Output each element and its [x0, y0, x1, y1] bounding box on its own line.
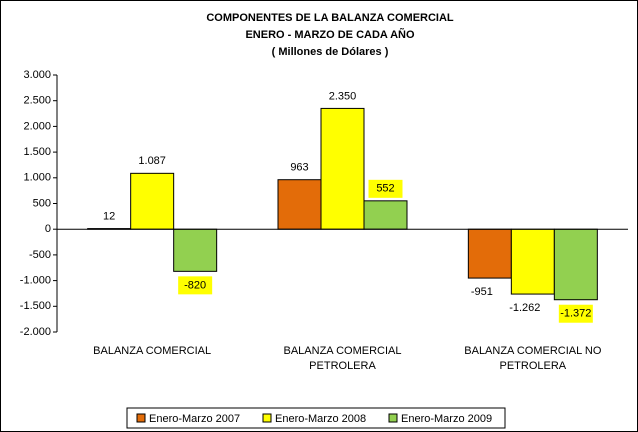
legend-swatch [136, 413, 146, 423]
data-label: 1.087 [138, 155, 166, 167]
data-label: 963 [290, 162, 308, 174]
legend-label: Enero-Marzo 2009 [401, 413, 492, 425]
chart-title: COMPONENTES DE LA BALANZA COMERCIAL [206, 12, 454, 24]
y-tick-label: 500 [33, 197, 51, 209]
bar [277, 179, 322, 230]
data-label-background [178, 276, 213, 295]
data-label: -1.372 [560, 308, 591, 320]
legend-label: Enero-Marzo 2008 [275, 413, 366, 425]
bar [467, 228, 512, 279]
bar [173, 228, 218, 272]
x-tick-label: BALANZA COMERCIAL PETROLERA [283, 345, 402, 372]
bar [130, 172, 175, 230]
data-label-background [558, 304, 593, 323]
legend-swatch [262, 413, 272, 423]
bar [320, 107, 365, 230]
bar [363, 200, 408, 230]
data-label: 2.350 [329, 90, 357, 102]
y-tick-label: 3.000 [23, 69, 51, 81]
legend-label: Enero-Marzo 2007 [149, 413, 240, 425]
data-label: 12 [103, 210, 115, 222]
data-label: -951 [471, 286, 493, 298]
bar [553, 228, 598, 301]
data-label: -820 [184, 279, 206, 291]
y-tick-label: -2.000 [20, 326, 51, 338]
bar [510, 228, 555, 295]
y-tick-label: 2.000 [23, 120, 51, 132]
legend-box [126, 407, 506, 429]
x-tick-label: BALANZA COMERCIAL NO PETROLERA [464, 345, 602, 372]
data-label: -1.262 [509, 302, 540, 314]
y-tick-label: -1.500 [20, 300, 51, 312]
data-label: 552 [376, 183, 394, 195]
y-tick-label: 0 [45, 223, 51, 235]
x-tick-label: BALANZA COMERCIAL [93, 345, 212, 357]
y-tick-label: 2.500 [23, 95, 51, 107]
y-tick-label: -1.000 [20, 275, 51, 287]
y-tick-label: 1.500 [23, 146, 51, 158]
y-tick-label: -500 [29, 249, 51, 261]
y-tick-label: 1.000 [23, 172, 51, 184]
data-label-background [368, 179, 403, 198]
legend-swatch [388, 413, 398, 423]
chart-title: ENERO - MARZO DE CADA AÑO [245, 28, 415, 41]
chart-title: ( Millones de Dólares ) [272, 46, 389, 58]
